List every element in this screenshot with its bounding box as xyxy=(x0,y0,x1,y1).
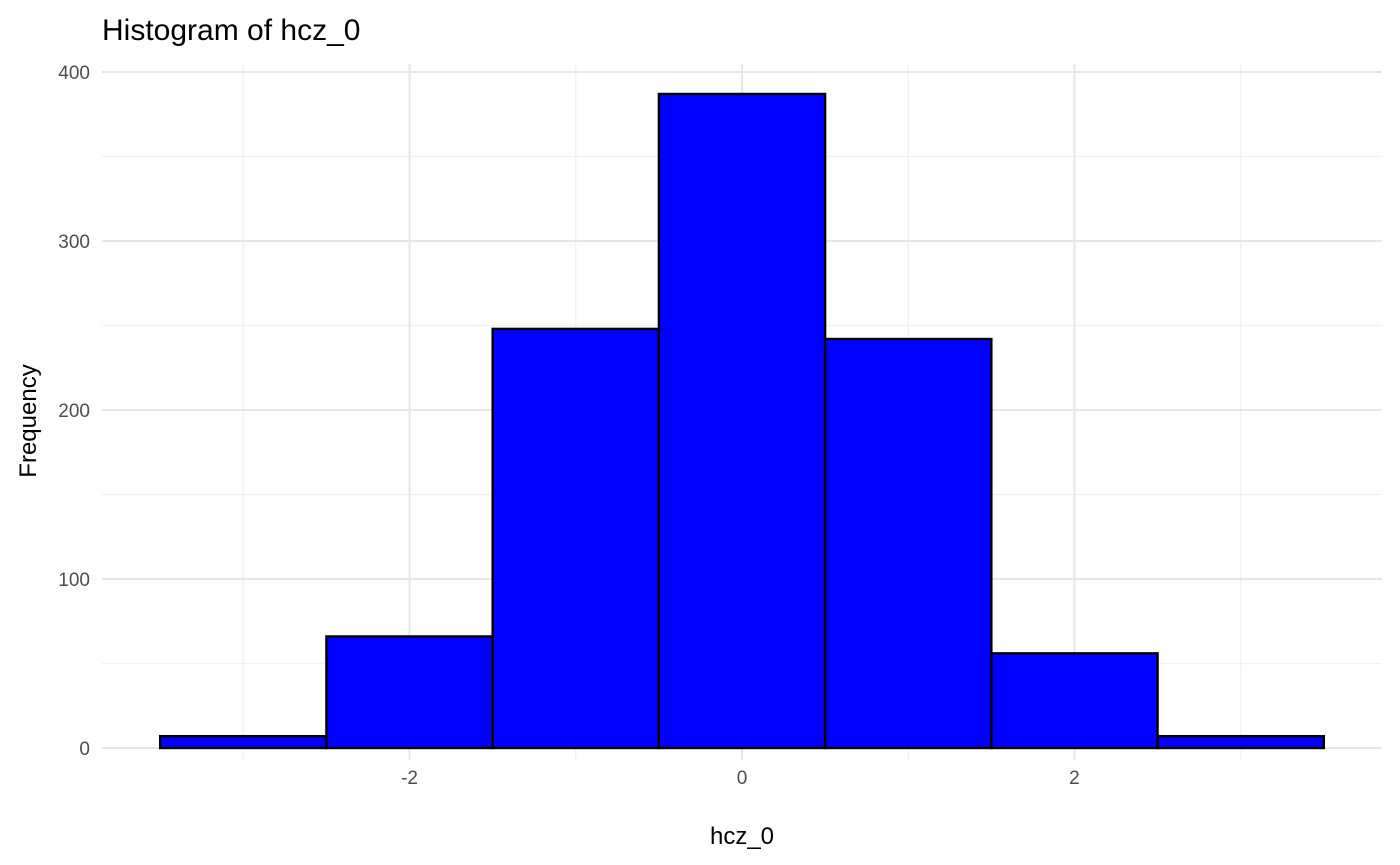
x-tick-label: 2 xyxy=(1069,768,1080,789)
y-tick-label: 0 xyxy=(79,739,90,760)
chart-title: Histogram of hcz_0 xyxy=(102,14,360,47)
bar-layer xyxy=(158,92,1326,750)
y-axis-label: Frequency xyxy=(15,364,42,477)
histogram-bar-1 xyxy=(158,734,328,750)
y-tick-label: 200 xyxy=(58,401,90,422)
y-tick-label: 300 xyxy=(58,232,90,253)
histogram-bar-5 xyxy=(823,337,993,750)
histogram-bar-4 xyxy=(657,92,827,750)
y-tick-label: 100 xyxy=(58,570,90,591)
y-tick-label: 400 xyxy=(58,63,90,84)
histogram-bar-6 xyxy=(990,652,1159,750)
histogram-bar-3 xyxy=(491,327,661,750)
x-axis-label: hcz_0 xyxy=(710,823,774,850)
x-tick-label: 0 xyxy=(737,768,748,789)
x-tick-label: -2 xyxy=(401,768,418,789)
histogram-bar-7 xyxy=(1156,734,1326,750)
histogram-bar-2 xyxy=(325,635,494,750)
tick-layer: -2 0 2 0 100 200 300 400 xyxy=(58,63,1079,789)
